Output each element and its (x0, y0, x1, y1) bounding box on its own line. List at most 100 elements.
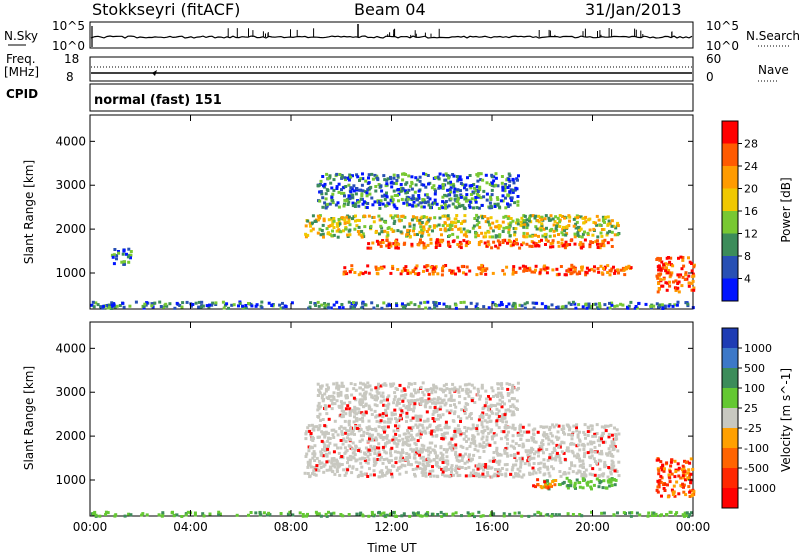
power-cell (225, 302, 229, 306)
nsearch-tick-bottom: 10^0 (706, 39, 739, 53)
power-cell (660, 260, 664, 264)
velocity-cell (511, 383, 515, 387)
power-cell (497, 224, 501, 227)
power-cell (567, 301, 571, 305)
velocity-cell (509, 444, 513, 448)
power-cell (374, 265, 378, 269)
velocity-cell (386, 396, 390, 400)
power-cell (306, 233, 310, 237)
velocity-cell (409, 418, 413, 422)
velocity-cell (444, 420, 448, 424)
power-cell (490, 188, 494, 192)
power-cell (165, 304, 169, 308)
power-cell (487, 243, 491, 247)
power-cell (552, 229, 556, 233)
velocity-cell (332, 457, 336, 460)
velocity-cell (478, 444, 482, 448)
power-cell (387, 246, 391, 249)
power-cell (440, 240, 444, 244)
power-cell (404, 191, 408, 195)
velocity-cell (458, 430, 462, 434)
velocity-cell (514, 472, 517, 476)
velocity-cell (333, 465, 337, 469)
velocity-cell (344, 440, 348, 443)
power-cell (414, 272, 417, 276)
velocity-cell (588, 464, 592, 468)
velocity-cell (371, 512, 374, 516)
power-cell (451, 221, 455, 224)
power-cell (692, 286, 696, 290)
power-cell (283, 304, 287, 308)
velocity-cell (489, 419, 493, 423)
velocity-cell (676, 462, 680, 466)
power-cell (405, 195, 409, 199)
power-cell (482, 305, 486, 309)
power-cell (232, 303, 236, 307)
power-cell (590, 304, 594, 308)
velocity-cell (591, 467, 595, 471)
power-cell (343, 266, 347, 270)
velocity-cell (682, 476, 686, 480)
power-cell (524, 265, 528, 269)
power-cell (500, 175, 504, 178)
velocity-cell (360, 474, 364, 478)
velocity-cell (537, 454, 540, 458)
power-cell (380, 217, 384, 221)
velocity-cell (435, 456, 439, 460)
velocity-cell (333, 472, 337, 476)
velocity-cell (319, 453, 323, 457)
power-cell (205, 304, 209, 308)
velocity-cell (492, 512, 496, 516)
velocity-cell (506, 393, 510, 397)
velocity-cell (567, 471, 571, 475)
power-cell (513, 230, 517, 234)
velocity-cell (456, 424, 460, 428)
velocity-cell (527, 438, 531, 442)
velocity-cell (548, 456, 552, 460)
velocity-cell (441, 437, 445, 441)
power-cell (544, 235, 548, 239)
velocity-cell (355, 458, 359, 462)
power-cell (656, 290, 660, 294)
velocity-cell (469, 427, 473, 431)
power-cell (489, 198, 493, 201)
velocity-cell (562, 451, 566, 455)
power-cell (260, 306, 264, 310)
power-cell (308, 221, 312, 225)
power-cell (534, 268, 537, 272)
power-cell (687, 281, 691, 285)
power-cell (558, 218, 562, 222)
power-cell (551, 241, 555, 245)
velocity-cell (421, 381, 425, 385)
power-cell (433, 192, 437, 196)
power-cell (433, 187, 437, 191)
velocity-cell (414, 449, 418, 453)
velocity-cell (325, 383, 329, 387)
power-cell (593, 265, 596, 269)
power-cell (505, 305, 509, 308)
velocity-cell (384, 413, 388, 417)
velocity-cell (593, 445, 597, 449)
power-cell (267, 301, 271, 305)
power-cell (562, 225, 565, 229)
velocity-cell (599, 439, 603, 443)
power-cell (421, 231, 425, 235)
power-cell (566, 269, 570, 273)
power-cell (484, 235, 488, 239)
velocity-cell (454, 450, 458, 454)
velocity-cell (510, 389, 514, 393)
power-cell (417, 243, 421, 247)
power-cell (435, 304, 439, 308)
power-cell (393, 243, 397, 247)
velocity-cell (453, 403, 456, 407)
velocity-cell (390, 472, 394, 476)
power-cell (372, 306, 376, 310)
velocity-cell (527, 458, 531, 462)
velocity-cell (337, 386, 341, 390)
velocity-cell (341, 432, 345, 436)
velocity-cell (468, 512, 472, 516)
velocity-cell (445, 387, 449, 391)
velocity-cell (391, 511, 395, 515)
velocity-cell (340, 455, 344, 458)
power-cell (450, 224, 454, 228)
